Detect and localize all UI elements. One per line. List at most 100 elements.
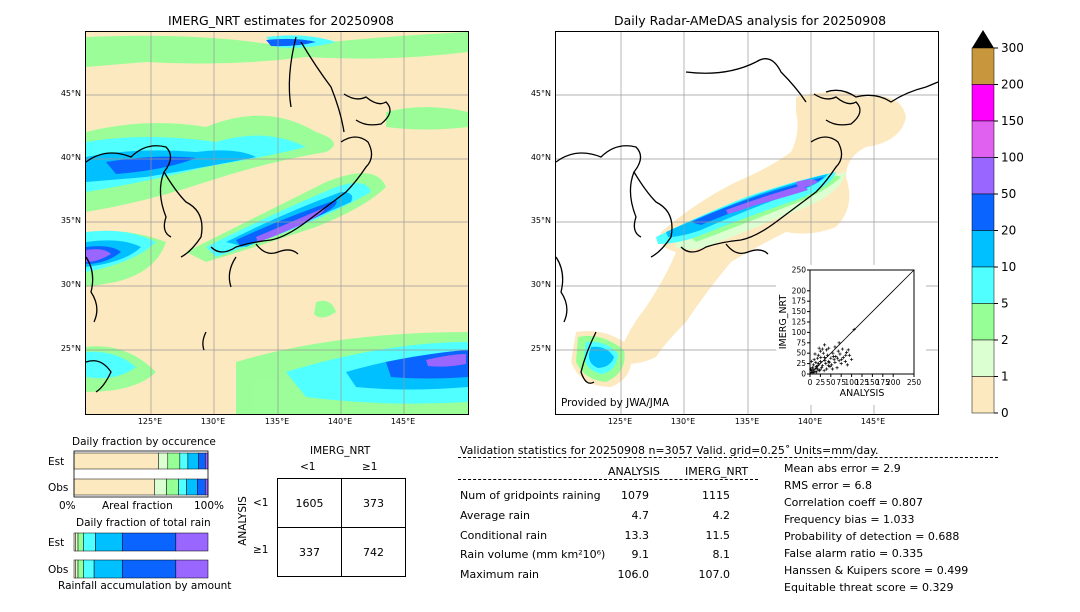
scatter-point xyxy=(833,345,837,349)
contingency-row-label: <1 xyxy=(253,497,269,509)
occurrence-bars: Est Obs xyxy=(48,450,209,498)
bar-segment xyxy=(197,478,206,496)
contingency-col-header: IMERG_NRT xyxy=(310,445,371,457)
contingency-cell: 373 xyxy=(341,478,406,528)
scatter-point xyxy=(835,366,839,370)
scatter-point xyxy=(838,352,842,356)
validation-col-imerg: IMERG_NRT xyxy=(685,465,749,478)
bar-frame xyxy=(73,450,209,498)
score-line: RMS error = 6.8 xyxy=(784,479,872,492)
left-lon-label: 140°E xyxy=(327,417,353,426)
colorbar-segment xyxy=(971,157,995,195)
scatter-point xyxy=(837,359,841,363)
colorbar-segment xyxy=(971,193,995,231)
bar-segment xyxy=(121,559,177,579)
score-line: Equitable threat score = 0.329 xyxy=(784,581,954,594)
right-lon-label: 125°E xyxy=(607,417,633,426)
scatter-point xyxy=(844,353,848,357)
scatter-x-tick-label: 125 xyxy=(855,378,870,387)
bar-segment xyxy=(175,559,209,579)
bar-segment xyxy=(95,532,123,552)
bar-segment xyxy=(121,532,177,552)
scatter-point xyxy=(825,367,829,371)
scatter-x-tick-label: 0 xyxy=(808,378,813,387)
validation-row-analysis: 4.7 xyxy=(631,509,650,522)
right-lon-label: 130°E xyxy=(670,417,696,426)
bar-segment xyxy=(205,478,209,496)
colorbar-segment xyxy=(971,84,995,122)
right-lat-label: 45°N xyxy=(530,89,551,98)
bar-segment xyxy=(83,532,96,552)
occurrence-x-tick: 100% xyxy=(194,500,225,512)
scatter-point xyxy=(847,353,852,357)
left-lat-label: 45°N xyxy=(60,89,81,98)
scatter-point xyxy=(828,364,832,369)
scatter-point xyxy=(820,364,825,368)
scatter-point xyxy=(837,341,841,345)
right-lat-label: 35°N xyxy=(530,216,551,225)
validation-row-imerg: 4.2 xyxy=(712,509,731,522)
scatter-point xyxy=(830,363,834,367)
scatter-point xyxy=(832,357,836,362)
right-lon-label: 140°E xyxy=(797,417,823,426)
scatter-point xyxy=(833,360,837,364)
scatter-point xyxy=(815,370,819,374)
right-coastlines xyxy=(556,58,938,384)
scatter-point xyxy=(841,355,845,359)
left-lon-label: 125°E xyxy=(137,417,163,426)
scatter-y-tick-label: 25 xyxy=(796,359,806,368)
credit-text: Provided by JWA/JMA xyxy=(561,397,670,409)
contingency-cell: 337 xyxy=(277,527,342,577)
scatter-point xyxy=(827,360,831,364)
scatter-point xyxy=(819,355,823,359)
occurrence-title: Daily fraction by occurence xyxy=(72,436,216,448)
occurrence-xlabel: Areal fraction xyxy=(102,500,173,512)
colorbar-tick-label: 1 xyxy=(1001,370,1009,384)
scatter-point xyxy=(823,359,827,363)
bar-category-label: Est xyxy=(48,537,64,549)
bar-segment xyxy=(178,478,187,496)
colorbar-segment xyxy=(971,303,995,341)
bar-category-label: Est xyxy=(48,456,64,468)
scatter-point xyxy=(830,367,835,371)
scatter-point xyxy=(822,355,827,359)
scatter-point xyxy=(818,349,822,353)
bar-segment xyxy=(77,532,84,552)
colorbar-tick-label: 10 xyxy=(1001,260,1016,274)
left-lat-label: 40°N xyxy=(60,153,81,162)
scatter-point xyxy=(846,348,850,352)
scatter-y-tick-label: 125 xyxy=(792,318,807,327)
bar-segment xyxy=(154,478,167,496)
contingency-col-label: <1 xyxy=(300,461,316,473)
bar-segment xyxy=(83,559,95,579)
bar-category-label: Obs xyxy=(48,564,68,576)
colorbar-tick-label: 2 xyxy=(1001,333,1009,347)
score-line: Mean abs error = 2.9 xyxy=(784,462,901,475)
scatter-point xyxy=(810,366,815,370)
bar-segment xyxy=(187,452,199,470)
scatter-point xyxy=(850,357,854,362)
validation-subdivider xyxy=(458,479,758,480)
colorbar-segment xyxy=(971,376,995,414)
scatter-y-tick-label: 250 xyxy=(792,266,807,275)
bar-segment xyxy=(75,532,79,552)
occurrence-x-tick: 0% xyxy=(59,500,76,512)
contingency-cell: 1605 xyxy=(277,478,342,528)
scatter-y-tick-label: 75 xyxy=(796,338,806,347)
bar-segment xyxy=(73,478,155,496)
contingency-row-header: ANALYSIS xyxy=(236,496,249,546)
scatter-point xyxy=(845,350,849,354)
scatter-point xyxy=(827,346,831,350)
scatter-x-tick-label: 175 xyxy=(876,378,891,387)
contingency-row-label: ≥1 xyxy=(253,544,269,556)
right-lon-label: 135°E xyxy=(734,417,760,426)
scatter-y-tick-label: 100 xyxy=(792,328,807,337)
colorbar-segment xyxy=(971,266,995,304)
bar-segment xyxy=(158,452,169,470)
left-map-title: IMERG_NRT estimates for 20250908 xyxy=(168,13,395,28)
scatter-point xyxy=(836,349,840,353)
scatter-point xyxy=(816,364,820,368)
colorbar-segment xyxy=(971,230,995,268)
scatter-y-tick-label: 200 xyxy=(792,286,807,295)
bar-segment xyxy=(75,559,79,579)
